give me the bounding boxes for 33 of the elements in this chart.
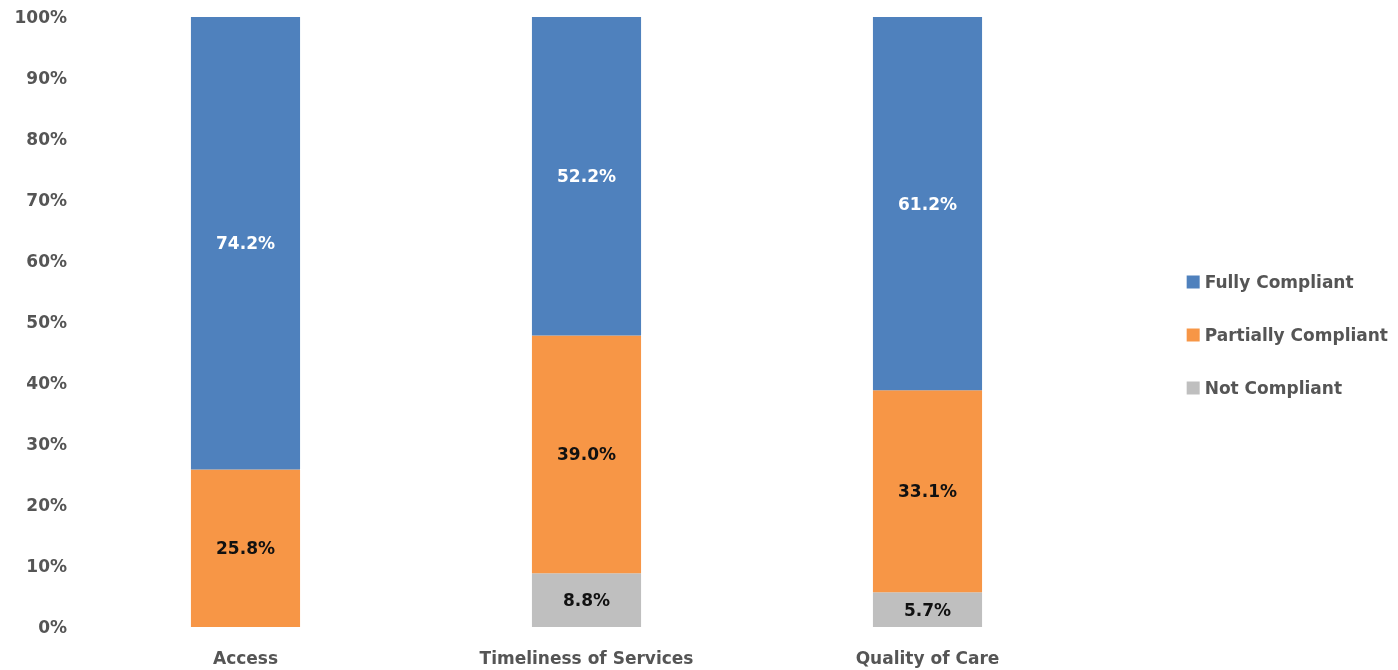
y-tick-label: 80%: [26, 129, 67, 149]
x-tick-label: Access: [212, 647, 279, 668]
data-label: 61.2%: [898, 193, 957, 214]
y-tick-label: 60%: [26, 251, 67, 271]
legend-label: Partially Compliant: [1204, 325, 1389, 345]
bar: [190, 469, 301, 627]
y-tick-label: 70%: [26, 190, 67, 210]
y-tick-label: 10%: [26, 556, 67, 576]
data-label: 25.8%: [216, 538, 275, 559]
y-tick-label: 20%: [26, 495, 67, 515]
bar: [531, 17, 642, 336]
legend-label: Fully Compliant: [1204, 272, 1354, 292]
data-label: 8.8%: [562, 590, 611, 611]
data-label: 39.0%: [557, 444, 616, 465]
y-tick-label: 50%: [26, 312, 67, 332]
x-tick-label: Quality of Care: [855, 647, 1000, 668]
data-label: 74.2%: [216, 233, 275, 254]
y-tick-label: 30%: [26, 434, 67, 454]
bar: [190, 17, 301, 470]
data-label: 52.2%: [557, 166, 616, 187]
bar: [872, 17, 983, 391]
bar: [531, 335, 642, 574]
y-tick-label: 40%: [26, 373, 67, 393]
bar: [872, 390, 983, 593]
bar: [531, 573, 642, 627]
data-label: 5.7%: [903, 599, 952, 620]
bar: [872, 592, 983, 627]
y-tick-label: 90%: [26, 68, 67, 88]
data-label: 33.1%: [898, 481, 957, 502]
legend-label: Not Compliant: [1204, 378, 1343, 398]
y-tick-label: 0%: [38, 617, 67, 637]
x-tick-label: Timeliness of Services: [479, 647, 694, 668]
y-tick-label: 100%: [14, 7, 67, 27]
